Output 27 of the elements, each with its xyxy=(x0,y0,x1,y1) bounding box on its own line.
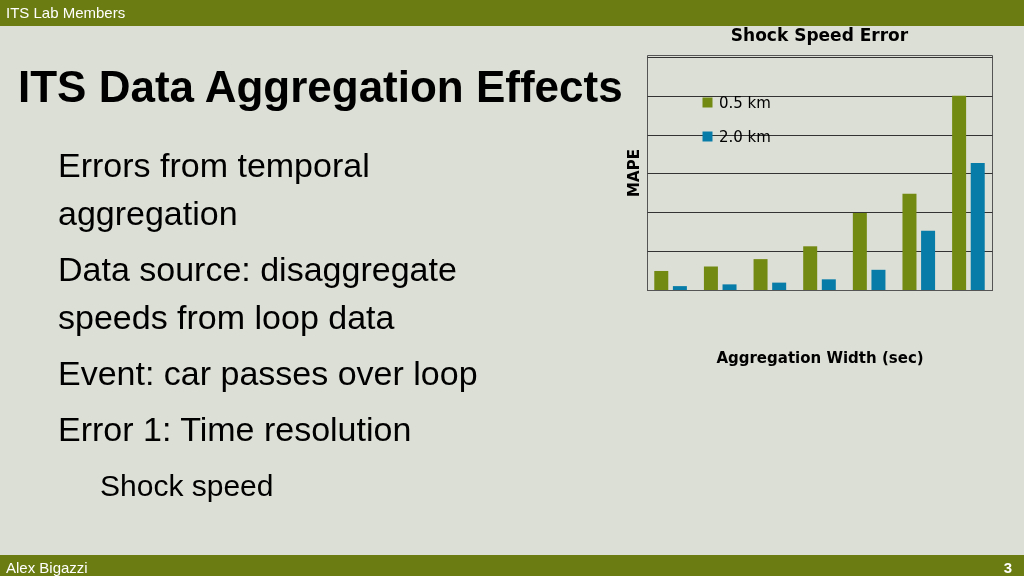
bar xyxy=(803,246,818,290)
bar xyxy=(672,286,687,290)
text: ITS Data Aggregation Effects xyxy=(18,62,623,111)
text: Error 1: Time resolution xyxy=(58,410,412,448)
bar xyxy=(821,279,836,290)
source-note: Data source: disaggregate speeds from loop data xyxy=(58,250,457,336)
x-axis-title: Aggregation Width (sec) xyxy=(716,348,924,367)
text: Event: car passes over loop xyxy=(58,354,478,392)
bar xyxy=(902,193,917,290)
legend-label: 0.5 km xyxy=(719,93,771,112)
text: 3 xyxy=(1003,559,1012,576)
bar xyxy=(952,95,967,290)
text: ITS Lab Members xyxy=(6,4,126,21)
text: Alex Bigazzi xyxy=(6,559,88,576)
y-axis-title: MAPE xyxy=(624,149,643,197)
text: Errors from temporal aggregation xyxy=(58,146,370,232)
bar xyxy=(921,230,936,290)
bar xyxy=(703,266,718,290)
chart-title: Shock Speed Error xyxy=(730,25,909,45)
bar xyxy=(654,270,669,290)
text: Shock speed xyxy=(100,469,274,502)
bar xyxy=(772,282,787,290)
bar xyxy=(722,284,737,290)
bar xyxy=(753,259,768,290)
bar xyxy=(970,162,985,290)
bar xyxy=(871,269,886,290)
bar xyxy=(852,213,867,290)
